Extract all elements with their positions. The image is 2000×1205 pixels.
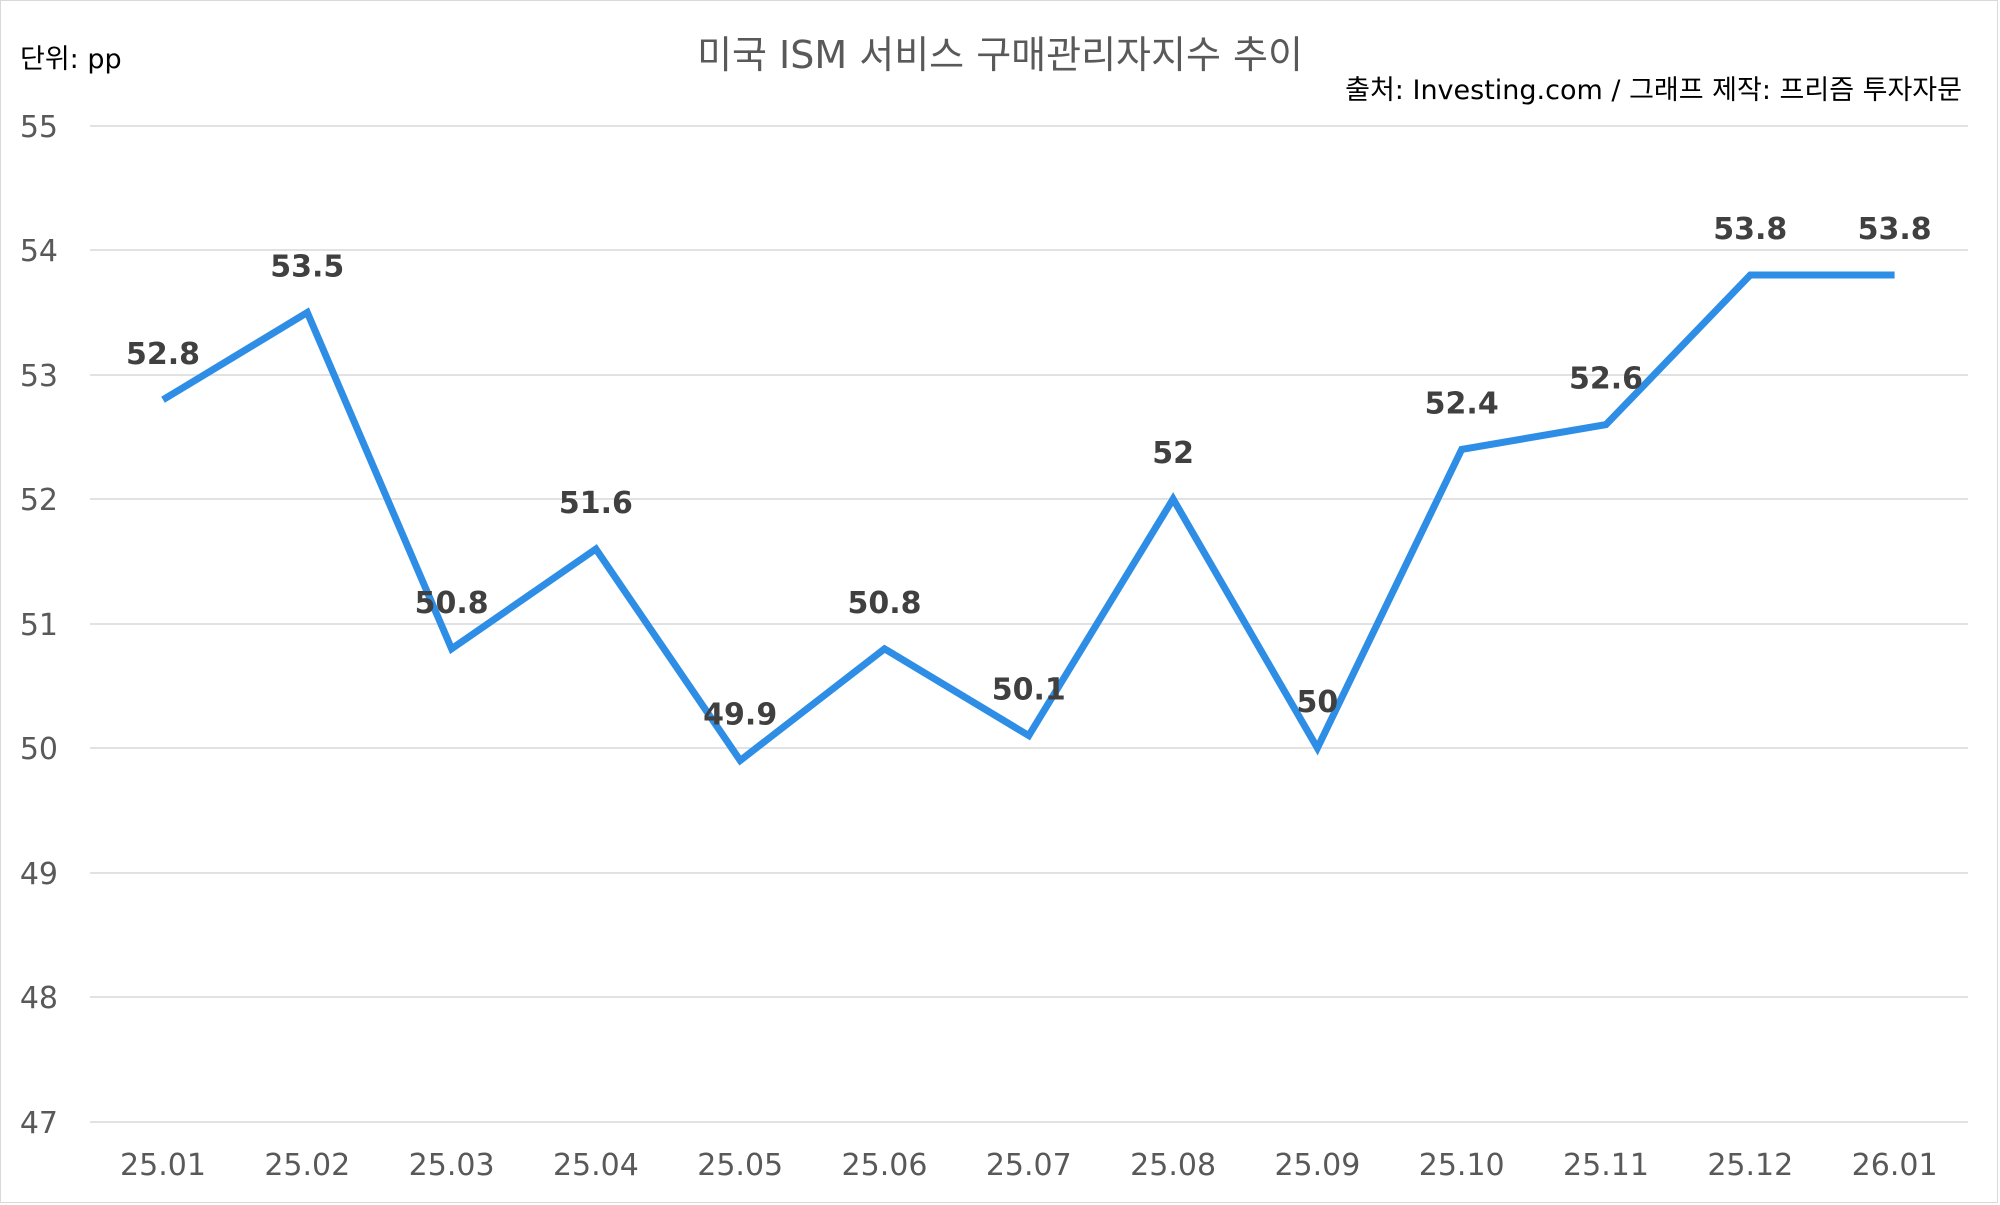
- x-tick-label: 25.12: [1707, 1148, 1793, 1183]
- y-tick-label: 47: [20, 1106, 58, 1141]
- y-tick-label: 49: [20, 857, 58, 892]
- x-tick-label: 25.08: [1130, 1148, 1216, 1183]
- source-note: 출처: Investing.com / 그래프 제작: 프리즘 투자자문: [1345, 75, 1962, 106]
- data-label: 52: [1152, 436, 1194, 471]
- data-label: 53.8: [1713, 212, 1787, 247]
- x-tick-label: 25.10: [1419, 1148, 1505, 1183]
- chart-title: 미국 ISM 서비스 구매관리자지수 추이: [697, 33, 1303, 77]
- y-tick-label: 55: [20, 110, 58, 145]
- data-label: 52.6: [1569, 362, 1643, 397]
- x-tick-label: 25.03: [409, 1148, 495, 1183]
- data-label: 53.5: [270, 250, 344, 285]
- y-tick-label: 52: [20, 483, 58, 518]
- x-tick-label: 25.07: [986, 1148, 1072, 1183]
- data-label: 52.4: [1425, 386, 1499, 421]
- x-tick-label: 25.04: [553, 1148, 639, 1183]
- data-label: 50.1: [992, 673, 1066, 708]
- unit-label: 단위: pp: [20, 44, 122, 75]
- data-label: 51.6: [559, 486, 633, 521]
- data-label: 52.8: [126, 337, 200, 372]
- data-labels: 52.8 53.5 50.8 51.6 49.9 50.8 50.1 52 50 52.4 52.6…: [126, 212, 1932, 733]
- x-tick-label: 25.02: [264, 1148, 350, 1183]
- data-label: 49.9: [703, 698, 777, 733]
- gridlines: [90, 125, 1968, 1123]
- y-tick-label: 54: [20, 234, 58, 269]
- data-label: 50: [1297, 685, 1339, 720]
- x-tick-label: 25.05: [697, 1148, 783, 1183]
- y-tick-label: 51: [20, 608, 58, 643]
- y-axis-ticks: 47 48 49 50 51 52 53 54 55: [20, 110, 58, 1141]
- data-label: 50.8: [847, 586, 921, 621]
- x-axis-ticks: 25.01 25.02 25.03 25.04 25.05 25.06 25.07 25.08…: [120, 1148, 1937, 1183]
- y-tick-label: 50: [20, 732, 58, 767]
- x-tick-label: 25.01: [120, 1148, 206, 1183]
- data-label: 53.8: [1858, 212, 1932, 247]
- series-lines: [161, 271, 1895, 766]
- y-tick-label: 53: [20, 359, 58, 394]
- x-tick-label: 25.11: [1563, 1148, 1649, 1183]
- x-tick-label: 26.01: [1852, 1148, 1938, 1183]
- x-tick-label: 25.06: [842, 1148, 928, 1183]
- y-tick-label: 48: [20, 981, 58, 1016]
- x-tick-label: 25.09: [1274, 1148, 1360, 1183]
- data-label: 50.8: [415, 586, 489, 621]
